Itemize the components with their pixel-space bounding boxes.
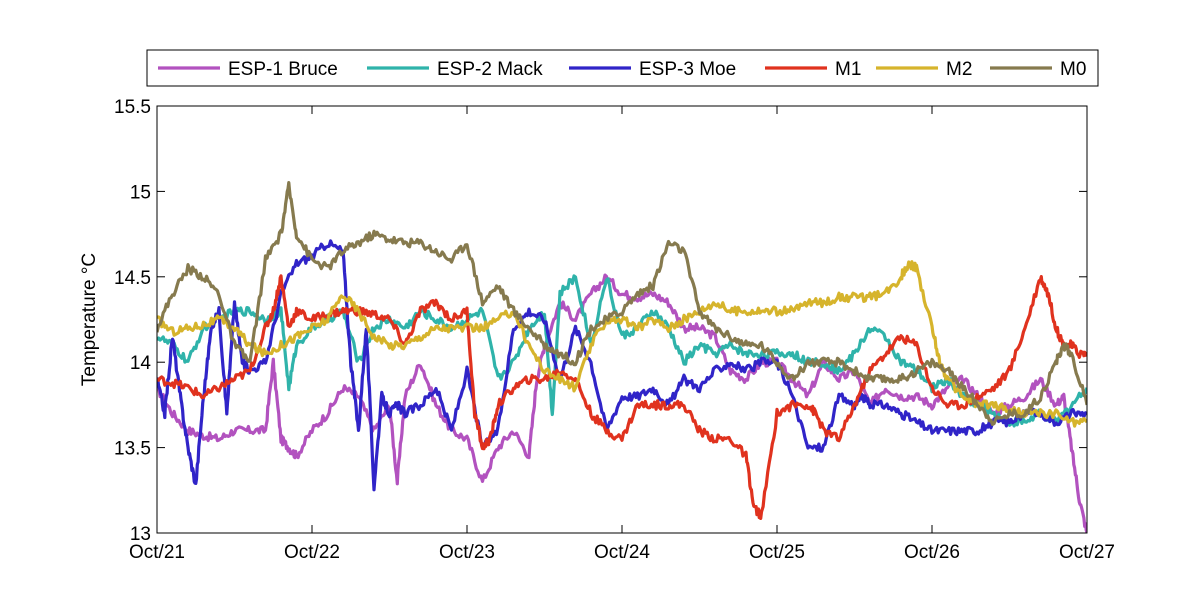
legend-label: M1 [835,59,861,80]
series-line-esp-1-bruce [157,273,1087,533]
legend-label: ESP-3 Moe [639,59,736,80]
legend-label: ESP-2 Mack [437,59,543,80]
series-line-m1 [157,274,1087,521]
legend-label: M0 [1060,59,1086,80]
y-axis-title: Temperature °C [79,253,100,386]
x-tick-label: Oct/23 [439,542,495,563]
plot-series [157,181,1087,533]
legend: ESP-1 Bruce ESP-2 Mack ESP-3 Moe M1 M2 M0 [146,49,1099,87]
x-tick-label: Oct/27 [1059,542,1115,563]
y-tick-label: 15.5 [114,97,151,118]
series-line-esp-2-mack [157,274,1087,428]
y-tick-label: 14 [130,353,152,374]
legend-label: ESP-1 Bruce [228,59,338,80]
series-line-m0 [157,181,1087,426]
x-tick-label: Oct/22 [284,542,340,563]
series-line-m2 [157,260,1087,428]
y-tick-label: 13 [130,524,151,545]
axes: 13 13.5 14 14.5 15 15.5 Oct/21 Oct/22 Oct/23 Oct/… [79,97,1115,563]
x-tick-label: Oct/21 [129,542,185,563]
y-tick-label: 14.5 [114,268,151,289]
y-tick-label: 15 [130,182,151,203]
x-tick-label: Oct/24 [594,542,650,563]
legend-label: M2 [946,59,972,80]
x-tick-label: Oct/25 [749,542,805,563]
x-tick-label: Oct/26 [904,542,960,563]
y-tick-label: 13.5 [114,439,151,460]
